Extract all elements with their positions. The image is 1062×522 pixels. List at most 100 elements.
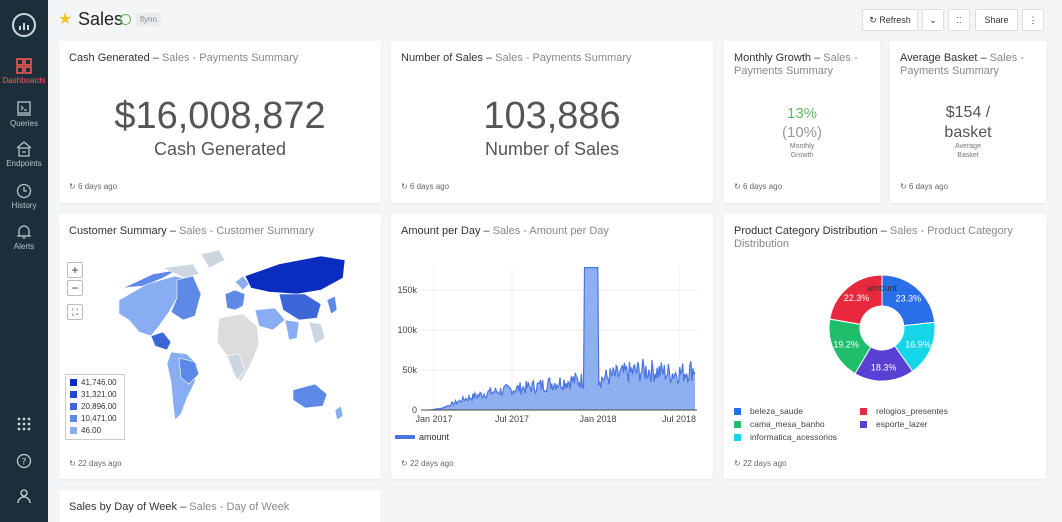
x-tick-label: Jul 2017 (495, 414, 529, 424)
counter-value: basket (944, 124, 992, 141)
refresh-icon: ↻ (734, 459, 741, 468)
legend-item[interactable]: esporte_lazer (860, 419, 928, 429)
sidebar: Dashboards Queries Endpoints History Ale… (0, 0, 48, 522)
legend-item[interactable]: cama_mesa_banho (734, 419, 825, 429)
history-icon (0, 183, 48, 199)
map-fullscreen-icon[interactable]: ⛶ (67, 304, 83, 320)
endpoints-icon (0, 141, 48, 157)
pie-slice (829, 274, 883, 325)
series-line-amount (428, 267, 696, 411)
series-area-amount (429, 267, 695, 410)
widget-title: Product Category Distribution – Sales - … (734, 225, 1013, 250)
sidebar-item-dashboards[interactable]: Dashboards (0, 58, 48, 85)
more-vertical-icon: ⋮ (1028, 15, 1038, 25)
counter-target: (10%) (781, 124, 822, 141)
pie-slice-label: 19.2% (833, 340, 859, 350)
x-tick-label: Jan 2017 (415, 414, 452, 424)
pie-slice-label: 16.9% (905, 339, 931, 349)
refresh-icon: ↻ (69, 182, 76, 191)
fullscreen-icon: ⁚⁚ (956, 16, 962, 25)
legend-swatch (860, 421, 867, 429)
refresh-icon: ↻ (900, 182, 907, 191)
legend-label: beleza_saude (750, 406, 803, 416)
chevron-down-icon: ⌄ (929, 15, 937, 25)
widget-sales-by-day-of-week: Sales by Day of Week – Sales - Day of We… (59, 490, 381, 522)
legend-swatch (734, 408, 741, 416)
counter-value: 103,886 (483, 95, 621, 137)
sidebar-item-label: Dashboards (2, 76, 46, 85)
page-title: Sales (78, 9, 124, 29)
legend-item: 20,896.00 (70, 401, 120, 413)
widget-cash-generated: Cash Generated – Sales - Payments Summar… (59, 41, 381, 203)
sidebar-item-label: Queries (9, 119, 38, 128)
sidebar-item-history[interactable]: History (0, 183, 48, 210)
legend-label: informatica_acessorios (750, 432, 837, 442)
widget-number-of-sales: Number of Sales – Sales - Payments Summa… (391, 41, 713, 203)
widget-title: Sales by Day of Week – Sales - Day of We… (69, 501, 290, 513)
legend-item[interactable]: informatica_acessorios (734, 432, 837, 442)
widget-title: Amount per Day – Sales - Amount per Day (401, 225, 609, 237)
widget-customer-summary: Customer Summary – Sales - Customer Summ… (59, 214, 381, 479)
widget-monthly-growth: Monthly Growth – Sales - Payments Summar… (724, 41, 880, 203)
updated-timestamp: ↻ 6 days ago (69, 182, 118, 191)
legend-item[interactable]: beleza_saude (734, 406, 803, 416)
pie-title: amount (867, 283, 898, 293)
widget-amount-per-day: Amount per Day – Sales - Amount per Day … (391, 214, 713, 479)
user-icon[interactable] (0, 488, 48, 509)
counter-caption: Cash Generated (153, 139, 287, 159)
pie-slice-label: 18.3% (871, 362, 897, 372)
counter-caption: Number of Sales (484, 139, 620, 159)
legend-label: amount (419, 432, 450, 442)
legend-item: 41,746.00 (70, 377, 120, 389)
published-globe-icon (120, 14, 131, 25)
refresh-icon: ↻ (869, 15, 877, 25)
sidebar-item-alerts[interactable]: Alerts (0, 224, 48, 251)
fullscreen-button[interactable]: ⁚⁚ (948, 9, 970, 31)
redash-logo-icon[interactable] (12, 13, 36, 37)
widget-title: Number of Sales – Sales - Payments Summa… (401, 52, 632, 64)
sidebar-item-label: Alerts (13, 242, 35, 251)
legend-item[interactable]: relogios_presentes (860, 406, 948, 416)
counter-caption: Monthly (789, 143, 815, 150)
widget-title: Monthly Growth – Sales - Payments Summar… (734, 52, 858, 77)
legend-label: relogios_presentes (876, 406, 948, 416)
refresh-icon: ↻ (734, 182, 741, 191)
svg-text:?: ? (22, 458, 27, 468)
zoom-out-button[interactable]: − (67, 280, 83, 296)
counter-value: $154 / (945, 104, 991, 121)
widget-title: Cash Generated – Sales - Payments Summar… (69, 52, 299, 64)
x-tick-label: Jan 2018 (579, 414, 616, 424)
widget-title: Customer Summary – Sales - Customer Summ… (69, 225, 315, 237)
favorite-star-icon[interactable]: ★ (58, 11, 73, 28)
apps-grid-icon[interactable] (0, 417, 48, 436)
legend-item: 46.00 (70, 425, 120, 437)
zoom-in-button[interactable]: + (67, 262, 83, 278)
counter-value: 13% (786, 105, 818, 122)
y-tick-label: 100k (397, 325, 417, 335)
counter-caption: Average (955, 143, 981, 150)
updated-timestamp: ↻ 22 days ago (69, 459, 122, 468)
more-options-button[interactable]: ⋮ (1022, 9, 1044, 31)
alerts-icon (0, 224, 48, 240)
y-tick-label: 150k (397, 285, 417, 295)
dashboards-icon (0, 58, 48, 74)
choropleth-map[interactable] (59, 214, 381, 479)
widget-title: Average Basket – Sales - Payments Summar… (900, 52, 1024, 77)
category-pie-chart[interactable]: 23.3% 16.9% 18.3% 19.2% 22.3%amount (724, 214, 1046, 479)
sidebar-item-endpoints[interactable]: Endpoints (0, 141, 48, 168)
share-button[interactable]: Share (975, 9, 1018, 31)
legend-swatch (734, 421, 741, 429)
refresh-icon: ↻ (69, 459, 76, 468)
refresh-schedule-dropdown[interactable]: ⌄ (922, 9, 944, 31)
legend-item: 10,471.00 (70, 413, 120, 425)
map-legend: 41,746.00 31,321.00 20,896.00 10,471.00 … (65, 374, 125, 440)
legend-label: esporte_lazer (876, 419, 928, 429)
sidebar-item-queries[interactable]: Queries (0, 101, 48, 128)
refresh-button[interactable]: ↻ Refresh (862, 9, 918, 31)
help-icon[interactable]: ? (0, 453, 48, 474)
updated-timestamp: ↻ 22 days ago (734, 459, 787, 468)
amount-line-chart[interactable]: 0 50k 100k 150k Jan 2017 Jul 2017 Jan 2018 Jul … (391, 214, 713, 479)
legend-label: cama_mesa_banho (750, 419, 825, 429)
sidebar-item-label: History (11, 201, 37, 210)
widget-average-basket: Average Basket – Sales - Payments Summar… (890, 41, 1046, 203)
